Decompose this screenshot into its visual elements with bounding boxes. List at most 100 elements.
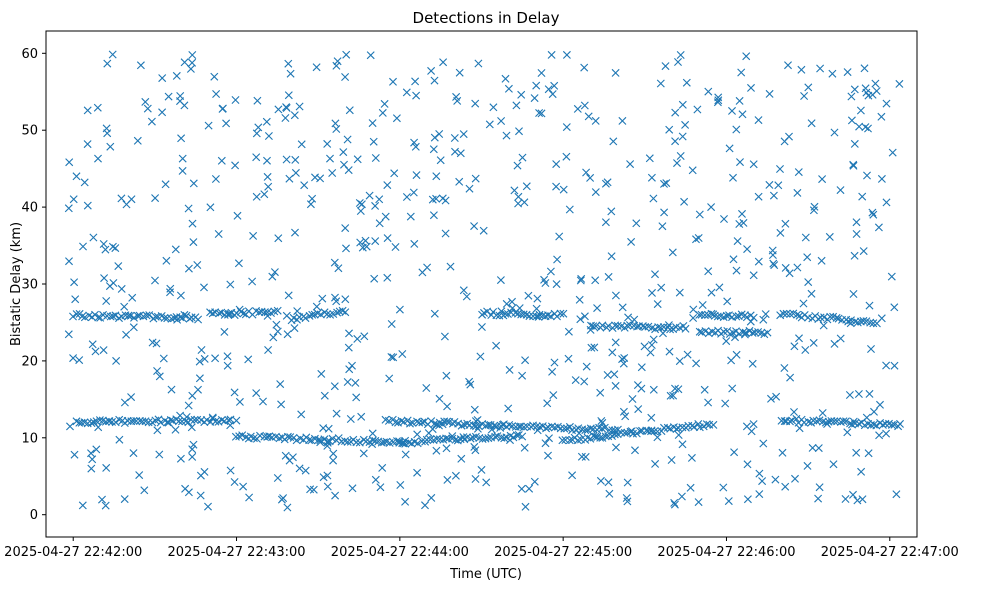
detection-point xyxy=(87,464,96,473)
detection-point xyxy=(71,295,80,304)
detection-point xyxy=(190,415,199,424)
detection-point xyxy=(226,280,235,289)
detection-point xyxy=(610,430,619,439)
detection-point xyxy=(887,272,896,281)
detection-point xyxy=(791,474,799,483)
detection-point xyxy=(244,355,253,364)
detection-point xyxy=(591,188,600,197)
detection-point xyxy=(357,200,366,209)
detection-point xyxy=(723,297,732,306)
detection-point xyxy=(497,117,506,125)
detection-point xyxy=(435,421,443,430)
detection-point xyxy=(283,330,292,339)
detection-point xyxy=(105,417,114,426)
detection-point xyxy=(664,321,673,330)
detection-point xyxy=(818,175,827,184)
detection-point xyxy=(476,352,485,361)
detection-point xyxy=(462,292,471,301)
detection-point xyxy=(759,315,768,324)
detection-point xyxy=(689,314,698,322)
detection-point xyxy=(868,90,877,99)
detection-point xyxy=(263,172,272,181)
detection-point xyxy=(656,323,665,332)
detection-point xyxy=(505,365,514,374)
detection-point xyxy=(111,244,120,253)
detection-point xyxy=(235,305,244,314)
detection-point xyxy=(410,138,419,147)
y-tick-label: 30 xyxy=(21,278,38,293)
detection-point xyxy=(443,402,452,411)
detection-point xyxy=(99,240,108,248)
detection-point xyxy=(358,243,367,252)
detection-point xyxy=(676,152,685,160)
detection-point xyxy=(859,247,868,256)
detection-point xyxy=(352,438,361,447)
detection-point xyxy=(559,185,568,194)
detection-point xyxy=(801,346,810,354)
detection-point xyxy=(333,308,342,317)
detection-point xyxy=(771,475,780,484)
detection-point xyxy=(818,417,827,426)
detection-point xyxy=(427,493,436,502)
detection-point xyxy=(345,365,354,374)
detection-point xyxy=(224,310,232,319)
detection-point xyxy=(465,184,474,193)
detection-point xyxy=(521,502,530,511)
detection-point xyxy=(847,116,856,125)
detection-point xyxy=(166,284,175,293)
detection-point xyxy=(459,286,468,295)
detection-point xyxy=(411,77,420,86)
detection-point xyxy=(869,420,878,429)
detection-point xyxy=(530,477,539,486)
detection-point xyxy=(738,110,747,119)
detection-point xyxy=(852,230,861,238)
detection-point xyxy=(463,419,472,428)
detection-point xyxy=(262,117,271,126)
detection-point xyxy=(795,334,803,343)
detection-point xyxy=(263,311,272,320)
detection-point xyxy=(360,332,369,341)
detection-point xyxy=(83,140,92,149)
detection-point xyxy=(88,340,97,349)
detection-point xyxy=(888,148,897,157)
detection-point xyxy=(474,59,483,68)
detection-point xyxy=(329,456,338,465)
detection-point xyxy=(330,258,339,267)
detection-point xyxy=(613,321,622,330)
detection-point xyxy=(730,448,739,457)
detection-point xyxy=(111,311,120,320)
detection-point xyxy=(491,432,500,441)
detection-point xyxy=(856,106,865,115)
detection-point xyxy=(273,327,282,336)
detection-point xyxy=(670,498,679,507)
x-axis-label: Time (UTC) xyxy=(449,567,522,582)
detection-point xyxy=(673,159,681,168)
detection-point xyxy=(630,315,639,324)
detection-point xyxy=(326,154,334,163)
detection-point xyxy=(647,173,656,182)
detection-point xyxy=(79,242,87,251)
detection-point xyxy=(618,116,627,125)
detection-point xyxy=(193,261,202,269)
detection-point xyxy=(520,198,529,207)
detection-point xyxy=(355,438,364,447)
detection-point xyxy=(659,329,667,338)
detection-point xyxy=(790,342,799,351)
detection-point xyxy=(624,313,633,322)
detection-point xyxy=(485,120,494,129)
detection-point xyxy=(448,432,457,441)
x-tick-label: 2025-04-27 22:43:00 xyxy=(167,545,305,560)
detection-point xyxy=(647,341,656,349)
detection-point xyxy=(519,310,528,319)
detection-point xyxy=(674,58,682,66)
detection-point xyxy=(432,194,441,203)
detection-point xyxy=(226,466,235,475)
detection-point xyxy=(443,417,452,426)
detection-point xyxy=(496,276,505,285)
detection-point xyxy=(317,369,326,378)
detection-point xyxy=(722,337,731,346)
detection-point xyxy=(608,348,617,357)
detection-point xyxy=(650,427,659,436)
y-tick-label: 0 xyxy=(30,508,38,523)
detection-point xyxy=(477,465,486,474)
